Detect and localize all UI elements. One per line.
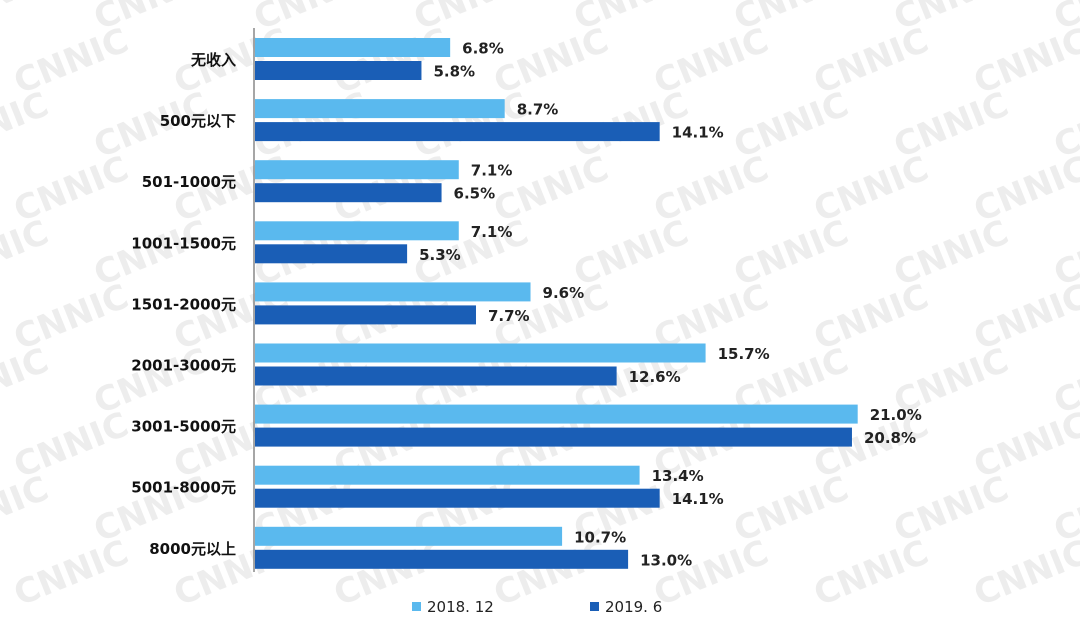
watermark-text-64: CNNIC	[0, 469, 54, 551]
bar-s0-0	[255, 38, 451, 57]
value-label-s0-8: 10.7%	[574, 528, 626, 546]
bar-s1-0	[255, 61, 422, 80]
value-label-s0-5: 15.7%	[718, 345, 770, 363]
category-label-5: 2001-3000元	[131, 357, 236, 375]
value-label-s0-7: 13.4%	[652, 467, 704, 485]
bar-s1-4	[255, 305, 476, 325]
value-label-s0-4: 9.6%	[543, 284, 585, 302]
bar-s1-8	[255, 549, 629, 569]
watermark-text-16: CNNIC	[0, 85, 54, 167]
category-label-7: 5001-8000元	[131, 479, 236, 497]
bar-s0-8	[255, 526, 563, 546]
bar-s0-5	[255, 343, 706, 363]
value-label-s0-3: 7.1%	[471, 223, 513, 241]
bar-s0-6	[255, 404, 858, 424]
bar-s1-3	[255, 244, 408, 264]
value-label-s0-1: 8.7%	[517, 101, 559, 119]
category-label-4: 1501-2000元	[131, 295, 236, 313]
watermark-text-32: CNNIC	[0, 213, 54, 295]
category-label-1: 500元以下	[160, 112, 236, 130]
bar-s1-6	[255, 427, 852, 447]
category-label-8: 8000元以上	[149, 540, 236, 558]
value-label-s1-8: 13.0%	[640, 551, 692, 569]
bar-s0-7	[255, 465, 640, 485]
value-label-s1-5: 12.6%	[629, 368, 681, 386]
bars-layer	[255, 38, 858, 569]
value-labels-layer: 6.8% 5.8% 8.7% 14.1% 7.1% 6.5% 7.1% 5.3% 9.6% 7.7…	[419, 40, 922, 570]
value-label-s1-0: 5.8%	[433, 63, 475, 81]
watermark-text-72: CNNIC	[8, 533, 134, 615]
value-label-s0-6: 21.0%	[870, 406, 922, 424]
bar-s0-3	[255, 221, 459, 241]
category-labels-layer: 无收入 500元以下 501-1000元 1001-1500元 1501-2000元 20…	[131, 51, 236, 558]
bar-s0-4	[255, 282, 531, 302]
bar-s0-1	[255, 99, 505, 119]
legend-label-0: 2018. 12	[427, 598, 494, 616]
watermark-text-76: CNNIC	[648, 533, 774, 615]
bar-s1-2	[255, 183, 442, 203]
value-label-s0-0: 6.8%	[462, 40, 504, 58]
value-label-s1-3: 5.3%	[419, 246, 461, 264]
legend-swatch-0	[412, 602, 421, 611]
category-label-2: 501-1000元	[142, 173, 236, 191]
watermark-text-78: CNNIC	[968, 533, 1080, 615]
watermark-text-77: CNNIC	[808, 533, 934, 615]
value-label-s0-2: 7.1%	[471, 162, 513, 180]
value-label-s1-1: 14.1%	[672, 124, 724, 142]
watermark-text-48: CNNIC	[0, 341, 54, 423]
category-label-3: 1001-1500元	[131, 234, 236, 252]
legend-label-1: 2019. 6	[605, 598, 662, 616]
legend-swatch-1	[590, 602, 599, 611]
category-label-0: 无收入	[190, 51, 236, 69]
bar-s1-1	[255, 122, 660, 142]
bar-s0-2	[255, 160, 459, 180]
category-label-6: 3001-5000元	[131, 418, 236, 436]
bar-s1-7	[255, 488, 660, 508]
value-label-s1-6: 20.8%	[864, 429, 916, 447]
value-label-s1-4: 7.7%	[488, 307, 530, 325]
legend: 2018. 12 2019. 6	[412, 598, 662, 616]
bar-s1-5	[255, 366, 617, 386]
value-label-s1-7: 14.1%	[672, 490, 724, 508]
watermark-text-0: CNNIC	[0, 0, 54, 38]
value-label-s1-2: 6.5%	[454, 185, 496, 203]
